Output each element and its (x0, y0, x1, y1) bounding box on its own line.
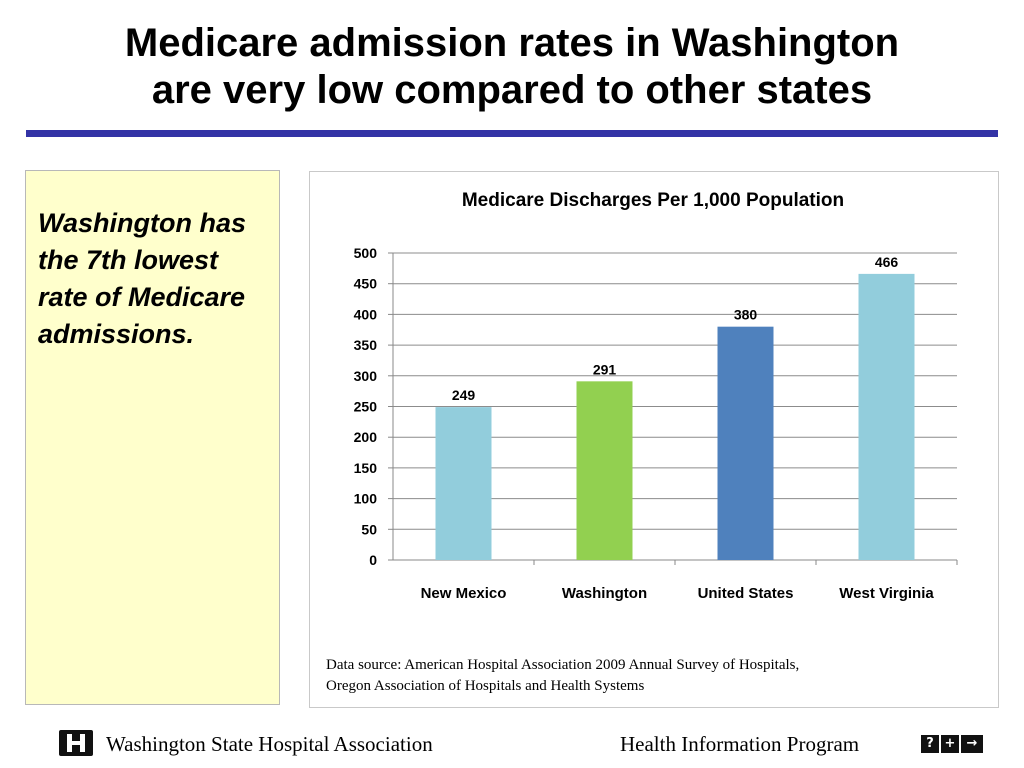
y-tick-label: 150 (354, 460, 378, 476)
x-tick-label: Washington (562, 585, 647, 602)
slide-title: Medicare admission rates in Washington a… (0, 20, 1024, 114)
data-source-note: Data source: American Hospital Associati… (326, 655, 966, 697)
chart-title: Medicare Discharges Per 1,000 Population (462, 190, 844, 211)
bar-chart: Medicare Discharges Per 1,000 Population… (354, 190, 958, 602)
source-line: Data source: American Hospital Associati… (326, 657, 800, 673)
help-icon: ? (921, 735, 939, 753)
x-tick-label: New Mexico (421, 585, 507, 602)
bar-washington (576, 381, 633, 560)
source-line: Oregon Association of Hospitals and Heal… (326, 678, 645, 694)
y-tick-label: 450 (354, 276, 378, 292)
data-label: 466 (875, 254, 899, 270)
bar-united-states (717, 326, 774, 560)
x-tick-label: West Virginia (839, 585, 934, 602)
plus-icon: + (941, 735, 959, 753)
title-line: are very low compared to other states (151, 68, 873, 112)
x-tick-label: United States (698, 585, 794, 602)
y-tick-label: 0 (369, 552, 377, 568)
y-tick-label: 300 (354, 368, 378, 384)
data-label: 249 (452, 387, 476, 403)
data-label: 291 (593, 361, 617, 377)
bar-new-mexico (435, 407, 492, 560)
y-tick-label: 500 (354, 245, 378, 261)
y-tick-label: 350 (354, 337, 378, 353)
y-tick-label: 200 (354, 429, 378, 445)
bar-west-virginia (858, 273, 915, 560)
title-divider (26, 130, 998, 137)
y-tick-label: 100 (354, 491, 378, 507)
footer-organization: Washington State Hospital Association (106, 732, 433, 756)
y-tick-label: 400 (354, 306, 378, 322)
callout-text: Washington has the 7th lowest rate of Me… (38, 208, 247, 349)
wsha-logo (59, 730, 93, 756)
chart-panel: Medicare Discharges Per 1,000 Population… (309, 171, 999, 708)
data-label: 380 (734, 307, 758, 323)
title-line: Medicare admission rates in Washington (124, 21, 900, 65)
y-tick-label: 250 (354, 399, 378, 415)
footer-program: Health Information Program (620, 732, 860, 756)
arrow-right-icon: → (961, 735, 983, 753)
callout-box: Washington has the 7th lowest rate of Me… (25, 170, 280, 705)
y-tick-label: 50 (361, 521, 377, 537)
